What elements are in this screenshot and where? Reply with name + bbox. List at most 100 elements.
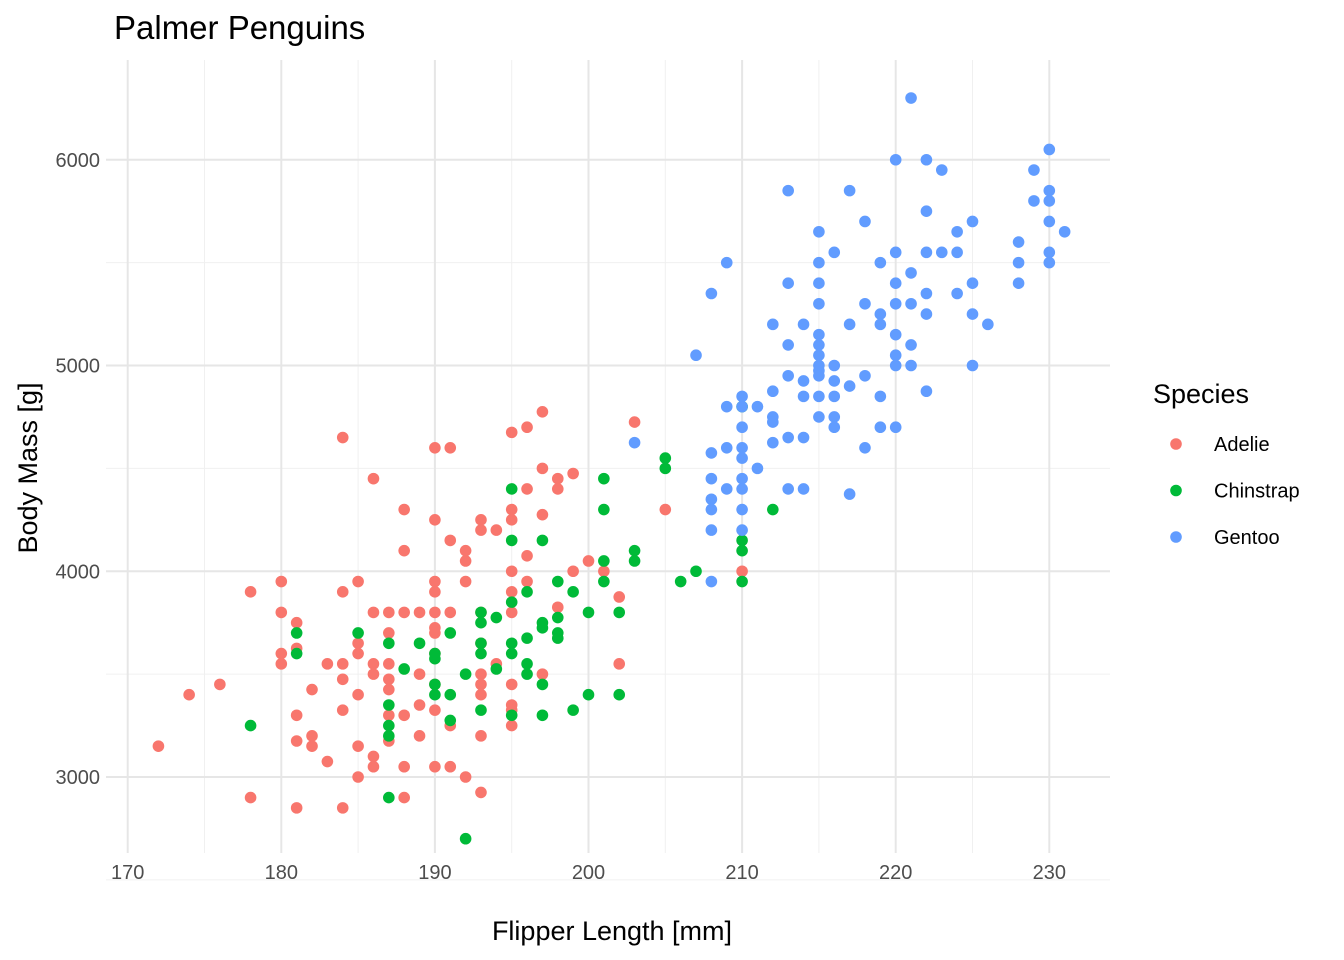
data-point [782, 431, 794, 444]
data-point [505, 514, 518, 526]
data-point [1012, 236, 1025, 248]
data-point [705, 287, 718, 300]
data-point [736, 575, 748, 588]
data-point [889, 153, 902, 166]
data-point [367, 750, 380, 763]
x-axis-title: Flipper Length [mm] [492, 916, 732, 946]
data-point [582, 606, 595, 619]
data-point [551, 632, 564, 644]
data-point [383, 606, 395, 619]
data-point [905, 92, 917, 104]
y-tick-label: 3000 [56, 767, 101, 789]
data-point [720, 256, 733, 269]
data-point [951, 287, 963, 300]
data-point [736, 483, 748, 495]
data-point [367, 760, 380, 773]
data-point [598, 575, 610, 588]
data-point [505, 606, 518, 619]
data-point [797, 483, 810, 495]
legend-title: Species [1153, 379, 1249, 409]
data-point [398, 791, 410, 804]
data-point [920, 153, 933, 166]
data-point [398, 503, 410, 516]
data-point [336, 673, 349, 686]
data-point [797, 318, 810, 331]
series-chinstrap [244, 400, 779, 845]
data-point [736, 544, 748, 557]
data-point [889, 297, 902, 310]
data-point [874, 318, 887, 331]
data-point [889, 246, 902, 259]
data-point [336, 802, 349, 814]
x-tick-label: 180 [265, 862, 298, 884]
data-point [736, 534, 748, 547]
data-point [505, 586, 518, 598]
data-point [797, 390, 810, 403]
data-point [628, 416, 641, 428]
x-axis-ticks: 170 180 190 200 210 220 230 [111, 862, 1066, 884]
data-point [183, 688, 195, 701]
data-point [444, 688, 457, 701]
data-point [521, 586, 533, 598]
data-point [659, 503, 672, 516]
data-point [352, 647, 364, 660]
data-point [214, 678, 226, 691]
data-point [383, 637, 395, 650]
data-point [598, 555, 610, 567]
data-point [1043, 195, 1056, 207]
data-point [828, 375, 841, 387]
data-point [383, 683, 395, 696]
data-point [290, 647, 303, 660]
data-point [874, 421, 887, 434]
data-point [275, 606, 288, 619]
data-point [767, 503, 779, 516]
data-point [905, 339, 917, 351]
data-point [244, 719, 257, 732]
data-point [459, 668, 472, 680]
data-point [736, 421, 748, 434]
data-point [613, 591, 626, 603]
data-point [705, 472, 718, 485]
data-point [920, 246, 933, 259]
data-point [444, 442, 457, 454]
data-point [475, 668, 487, 680]
data-point [429, 627, 441, 639]
data-point [736, 472, 748, 485]
data-point [383, 627, 395, 639]
data-point [444, 534, 457, 547]
data-point [598, 472, 610, 485]
data-point [813, 390, 825, 403]
data-point [275, 575, 288, 588]
data-point [797, 431, 810, 444]
data-point [1012, 256, 1025, 269]
data-point [1028, 195, 1040, 207]
data-point [521, 421, 533, 434]
data-point [813, 328, 825, 341]
data-point [475, 637, 487, 650]
data-point [859, 369, 871, 382]
data-point [828, 246, 841, 259]
data-point [674, 575, 687, 588]
data-point [413, 606, 426, 619]
data-point [920, 287, 933, 300]
y-axis-ticks: 3000 4000 5000 6000 [56, 150, 101, 789]
data-point [1043, 143, 1056, 156]
data-point [321, 755, 334, 768]
data-point [383, 791, 395, 804]
data-point [521, 483, 533, 495]
data-point [505, 534, 518, 547]
data-points [152, 92, 1071, 845]
data-point [383, 719, 395, 732]
data-point [659, 462, 672, 475]
data-point [813, 369, 825, 382]
data-point [797, 375, 810, 387]
data-point [720, 400, 733, 413]
data-point [398, 760, 410, 773]
data-point [429, 704, 441, 716]
data-point [889, 349, 902, 362]
data-point [1043, 215, 1056, 228]
data-point [1043, 246, 1056, 259]
data-point [905, 297, 917, 310]
data-point [475, 524, 487, 536]
data-point [536, 678, 549, 691]
